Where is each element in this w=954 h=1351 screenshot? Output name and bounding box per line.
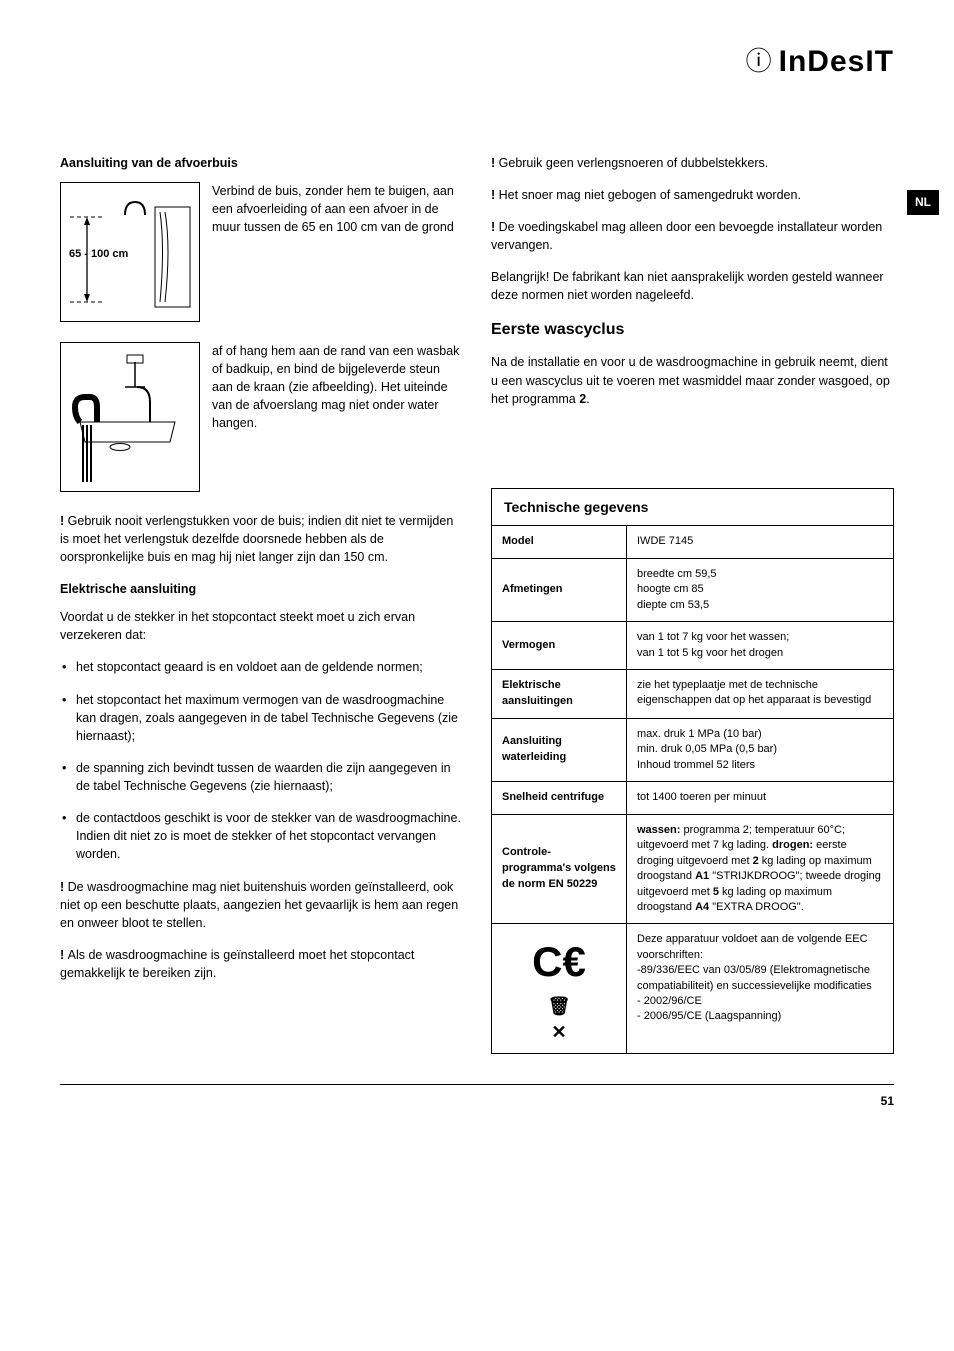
tech-value: wassen: programma 2; temperatuur 60°C; u… [627,815,893,923]
sink-hose-diagram [60,342,200,492]
brand-logo: ⓘInDesIT [746,40,894,84]
bullet-0: het stopcontact geaard is en voldoet aan… [60,658,463,676]
tech-row: Elektrische aansluitingenzie het typepla… [492,670,893,719]
drain-height-diagram: 65 - 100 cm [60,182,200,322]
main-content: Aansluiting van de afvoerbuis 65 - 100 c… [60,154,894,1055]
logo-icon: ⓘ [746,43,773,81]
tech-key: Afmetingen [492,559,627,621]
first-wash-text: Na de installatie en voor u de wasdroogm… [491,353,894,407]
drain-text-2-inner: af of hang hem aan de rand van een wasba… [212,344,459,431]
tech-row: Vermogenvan 1 tot 7 kg voor het wassen;v… [492,622,893,670]
tech-value: van 1 tot 7 kg voor het wassen;van 1 tot… [627,622,893,669]
bullet-1: het stopcontact het maximum vermogen van… [60,691,463,745]
left-column: Aansluiting van de afvoerbuis 65 - 100 c… [60,154,463,1055]
electrical-heading: Elektrische aansluiting [60,580,463,598]
tech-value: Deze apparatuur voldoet aan de volgende … [627,924,893,1053]
electrical-checklist: het stopcontact geaard is en voldoet aan… [60,658,463,863]
page-number: 51 [60,1084,894,1110]
first-wash-heading: Eerste wascyclus [491,318,894,341]
bullet-3: de contactdoos geschikt is voor de stekk… [60,809,463,863]
liability-note: Belangrijk! De fabrikant kan niet aanspr… [491,268,894,304]
tech-key: Aansluiting waterleiding [492,719,627,781]
electrical-intro: Voordat u de stekker in het stopcontact … [60,608,463,644]
tech-value: tot 1400 toeren per minuut [627,782,893,814]
warning-cord-bend: Het snoer mag niet gebogen of samengedru… [491,186,894,204]
diagram-row-1: 65 - 100 cm Verbind de buis, zonder hem … [60,182,463,322]
tech-value: IWDE 7145 [627,526,893,558]
tech-key: C€🗑✕ [492,924,627,1053]
tech-value: zie het typeplaatje met de technische ei… [627,670,893,718]
language-tab: NL [907,190,939,215]
weee-bin-icon: 🗑✕ [502,993,616,1045]
warning-hose-extension: Gebruik nooit verlengstukken voor de bui… [60,512,463,566]
tech-key: Model [492,526,627,558]
brand-text: InDesIT [779,40,894,84]
drain-text-1: Verbind de buis, zonder hem te buigen, a… [212,182,463,308]
tech-key: Controle-programma's volgens de norm EN … [492,815,627,923]
tech-key: Snelheid centrifuge [492,782,627,814]
warning-outdoor: De wasdroogmachine mag niet buitenshuis … [60,878,463,932]
height-range-label: 65 - 100 cm [69,247,128,263]
drain-hose-heading: Aansluiting van de afvoerbuis [60,154,463,172]
right-column: Gebruik geen verlengsnoeren of dubbelste… [491,154,894,1055]
sink-hose-svg [65,347,195,487]
tech-row: Afmetingenbreedte cm 59,5hoogte cm 85die… [492,559,893,622]
tech-key: Elektrische aansluitingen [492,670,627,718]
tech-specs-table: Technische gegevens ModelIWDE 7145Afmeti… [491,488,894,1055]
ce-mark-icon: C€ [502,932,616,993]
tech-row: C€🗑✕Deze apparatuur voldoet aan de volge… [492,924,893,1053]
tech-row: Controle-programma's volgens de norm EN … [492,815,893,924]
warning-extension-cord: Gebruik geen verlengsnoeren of dubbelste… [491,154,894,172]
tech-key: Vermogen [492,622,627,669]
drain-text-2: af of hang hem aan de rand van een wasba… [212,342,463,478]
page-header: ⓘInDesIT [60,40,894,84]
tech-row: Aansluiting waterleidingmax. druk 1 MPa … [492,719,893,782]
warning-socket-access: Als de wasdroogmachine is geïnstalleerd … [60,946,463,982]
bullet-2: de spanning zich bevindt tussen de waard… [60,759,463,795]
warning-cable-replace: De voedingskabel mag alleen door een bev… [491,218,894,254]
diagram-row-2: af of hang hem aan de rand van een wasba… [60,342,463,492]
tech-row: ModelIWDE 7145 [492,526,893,559]
tech-title: Technische gegevens [492,489,893,526]
tech-value: breedte cm 59,5hoogte cm 85diepte cm 53,… [627,559,893,621]
tech-row: Snelheid centrifugetot 1400 toeren per m… [492,782,893,815]
tech-value: max. druk 1 MPa (10 bar)min. druk 0,05 M… [627,719,893,781]
